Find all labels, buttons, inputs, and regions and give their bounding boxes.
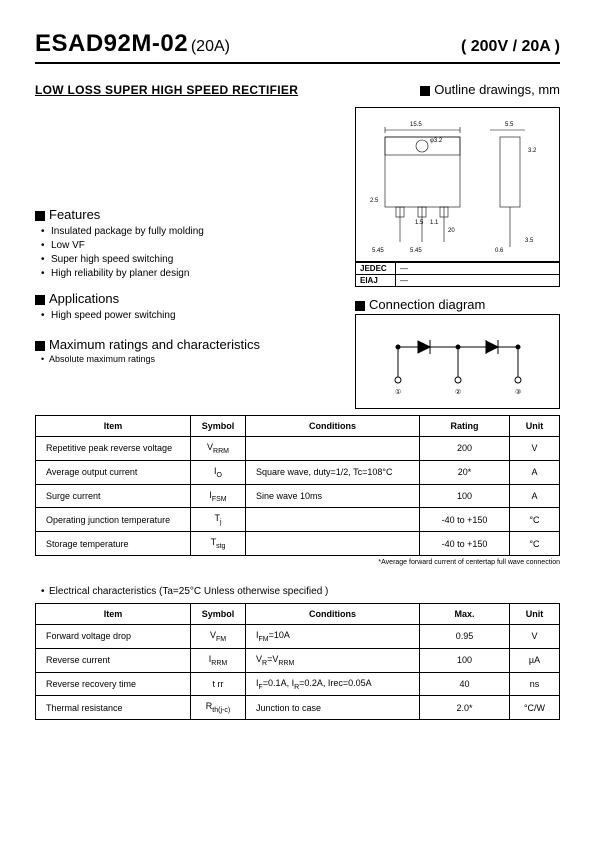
dim-text: 2.5 <box>370 198 379 204</box>
table-row: Forward voltage dropVFMIFM=10A0.95V <box>36 624 560 648</box>
left-column: Features Insulated package by fully mold… <box>35 107 340 409</box>
table-row: Surge currentIFSMSine wave 10ms100A <box>36 484 560 508</box>
dim-text: 5.5 <box>505 122 514 128</box>
outline-drawing: 15.5 φ3.2 5.5 3.2 5.45 5.45 2.5 1.5 1.1 … <box>355 107 560 262</box>
table-row: Reverse currentIRRMVR=VRRM100µA <box>36 648 560 672</box>
right-column: 15.5 φ3.2 5.5 3.2 5.45 5.45 2.5 1.5 1.1 … <box>355 107 560 409</box>
features-list: Insulated package by fully molding Low V… <box>35 226 340 279</box>
pkg-key: JEDEC <box>356 263 396 275</box>
pkg-val: — <box>396 263 560 275</box>
col-rating: Rating <box>420 416 510 437</box>
table-header-row: Item Symbol Conditions Max. Unit <box>36 603 560 624</box>
package-drawing-svg: 15.5 φ3.2 5.5 3.2 5.45 5.45 2.5 1.5 1.1 … <box>360 112 555 257</box>
dim-text: 1.5 <box>415 220 424 226</box>
table-row: EIAJ— <box>356 275 560 287</box>
table-row: Reverse recovery timet rrIF=0.1A, IR=0.2… <box>36 672 560 696</box>
table-header-row: Item Symbol Conditions Rating Unit <box>36 416 560 437</box>
subtitle-text: LOW LOSS SUPER HIGH SPEED RECTIFIER <box>35 83 298 97</box>
max-ratings-table: Item Symbol Conditions Rating Unit Repet… <box>35 415 560 556</box>
connection-title: Connection diagram <box>355 297 560 312</box>
table-row: Thermal resistanceRth(j-c)Junction to ca… <box>36 696 560 720</box>
package-std-table: JEDEC— EIAJ— <box>355 262 560 287</box>
dim-text: 20 <box>448 228 455 234</box>
dim-text: 5.45 <box>372 248 384 254</box>
col-conditions: Conditions <box>246 603 420 624</box>
connection-diagram: ① ② ③ <box>355 314 560 409</box>
part-no-text: ESAD92M-02 <box>35 30 188 57</box>
max-ratings-heading: Maximum ratings and characteristics <box>35 337 340 352</box>
features-heading: Features <box>35 207 340 222</box>
header: ESAD92M-02 (20A) ( 200V / 20A ) <box>35 30 560 64</box>
pkg-val: — <box>396 275 560 287</box>
square-bullet-icon <box>35 295 45 305</box>
dim-text: 15.5 <box>410 122 422 128</box>
feature-item: Low VF <box>41 240 340 251</box>
applications-list: High speed power switching <box>35 310 340 321</box>
square-bullet-icon <box>355 301 365 311</box>
col-conditions: Conditions <box>246 416 420 437</box>
svg-text:②: ② <box>455 388 461 396</box>
spec-text: ( 200V / 20A ) <box>461 38 560 56</box>
footnote: *Average forward current of centertap fu… <box>35 559 560 566</box>
svg-text:①: ① <box>395 388 401 396</box>
table-row: Operating junction temperatureTj-40 to +… <box>36 508 560 532</box>
col-item: Item <box>36 416 191 437</box>
square-bullet-icon <box>35 211 45 221</box>
dim-text: 1.1 <box>430 220 439 226</box>
dim-text: 3.2 <box>528 148 537 154</box>
dim-text: 3.5 <box>525 238 534 244</box>
col-max: Max. <box>420 603 510 624</box>
col-unit: Unit <box>510 603 560 624</box>
table-row: Average output currentIOSquare wave, dut… <box>36 460 560 484</box>
dim-text: 0.6 <box>495 248 504 254</box>
max-ratings-subnote: Absolute maximum ratings <box>35 354 340 364</box>
applications-heading: Applications <box>35 291 340 306</box>
part-sub-text: (20A) <box>191 38 230 55</box>
application-item: High speed power switching <box>41 310 340 321</box>
connection-svg: ① ② ③ <box>368 322 548 402</box>
table-row: JEDEC— <box>356 263 560 275</box>
feature-item: Super high speed switching <box>41 254 340 265</box>
part-number: ESAD92M-02 (20A) <box>35 30 230 58</box>
outline-title-text: Outline drawings, mm <box>434 82 560 97</box>
subtitle-row: LOW LOSS SUPER HIGH SPEED RECTIFIER Outl… <box>35 82 560 97</box>
electrical-table: Item Symbol Conditions Max. Unit Forward… <box>35 603 560 720</box>
main-columns: Features Insulated package by fully mold… <box>35 107 560 409</box>
dim-text: 5.45 <box>410 248 422 254</box>
feature-item: Insulated package by fully molding <box>41 226 340 237</box>
svg-text:③: ③ <box>515 388 521 396</box>
table-row: Repetitive peak reverse voltageVRRM200V <box>36 437 560 461</box>
electrical-heading: Electrical characteristics (Ta=25°C Unle… <box>35 586 560 597</box>
square-bullet-icon <box>420 86 430 96</box>
col-item: Item <box>36 603 191 624</box>
col-unit: Unit <box>510 416 560 437</box>
dim-text: φ3.2 <box>430 138 443 144</box>
col-symbol: Symbol <box>191 603 246 624</box>
outline-title: Outline drawings, mm <box>420 82 560 97</box>
col-symbol: Symbol <box>191 416 246 437</box>
pkg-key: EIAJ <box>356 275 396 287</box>
square-bullet-icon <box>35 341 45 351</box>
table-row: Storage temperatureTstg-40 to +150°C <box>36 532 560 556</box>
feature-item: High reliability by planer design <box>41 268 340 279</box>
